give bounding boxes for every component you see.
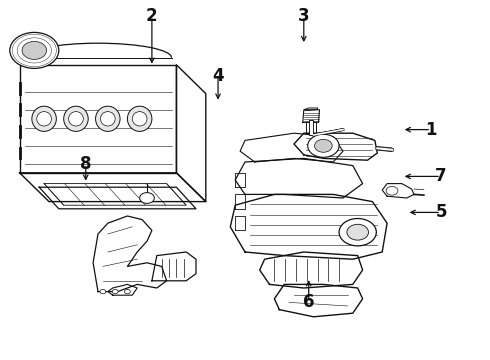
Polygon shape <box>274 284 363 317</box>
Polygon shape <box>382 184 414 198</box>
Circle shape <box>339 219 376 246</box>
Ellipse shape <box>37 112 51 126</box>
Text: 6: 6 <box>303 293 315 311</box>
Polygon shape <box>303 110 319 122</box>
Polygon shape <box>235 158 363 198</box>
Circle shape <box>10 32 59 68</box>
Text: 8: 8 <box>80 155 92 173</box>
Circle shape <box>140 193 154 203</box>
Polygon shape <box>176 65 206 202</box>
Polygon shape <box>235 216 245 230</box>
Circle shape <box>308 134 339 157</box>
Circle shape <box>112 289 118 294</box>
Polygon shape <box>20 65 176 173</box>
Polygon shape <box>294 133 377 160</box>
Ellipse shape <box>69 112 83 126</box>
Polygon shape <box>235 173 245 187</box>
Text: 5: 5 <box>435 203 447 221</box>
Ellipse shape <box>96 106 120 131</box>
Circle shape <box>315 139 332 152</box>
Polygon shape <box>235 194 245 209</box>
Text: 4: 4 <box>212 67 224 85</box>
Polygon shape <box>230 194 387 259</box>
Text: 3: 3 <box>298 7 310 25</box>
Ellipse shape <box>100 112 115 126</box>
Ellipse shape <box>32 106 56 131</box>
Polygon shape <box>39 187 196 209</box>
Text: 1: 1 <box>425 121 437 139</box>
Polygon shape <box>93 216 167 292</box>
Polygon shape <box>44 184 186 205</box>
Circle shape <box>22 41 47 59</box>
Text: 7: 7 <box>435 167 447 185</box>
Ellipse shape <box>132 112 147 126</box>
Polygon shape <box>152 252 196 281</box>
Circle shape <box>386 186 398 195</box>
Polygon shape <box>260 252 363 288</box>
Circle shape <box>124 289 130 294</box>
Ellipse shape <box>127 106 152 131</box>
Polygon shape <box>20 173 206 202</box>
Circle shape <box>347 224 368 240</box>
Polygon shape <box>305 108 318 111</box>
Polygon shape <box>240 133 343 162</box>
Polygon shape <box>108 284 137 295</box>
Text: 2: 2 <box>146 7 158 25</box>
Ellipse shape <box>64 106 88 131</box>
Circle shape <box>100 289 106 294</box>
